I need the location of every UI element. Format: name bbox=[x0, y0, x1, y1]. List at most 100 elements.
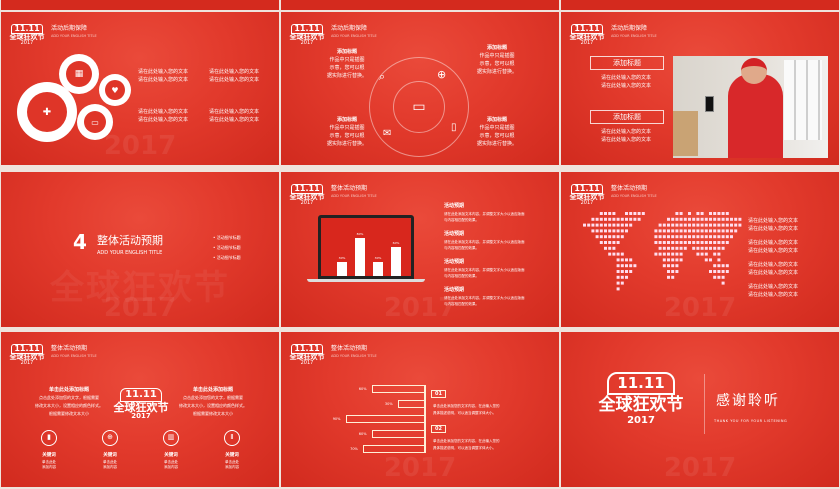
watermark-year: 2017 bbox=[663, 293, 737, 323]
bar: 30% bbox=[373, 256, 383, 276]
bar-chart: 30% 80% 30% 60% bbox=[333, 220, 401, 276]
center-logo: 11.11 全球狂欢节 2017 bbox=[113, 388, 169, 420]
keyword-block: 关键词 单击此处 添加内容 bbox=[164, 453, 178, 469]
text-list: 请在此处输入您的文本 请在此处输入您的文本 请在此处输入您的文本 请在此处输入您的文… bbox=[748, 218, 799, 298]
phone-icon: ▯ bbox=[451, 122, 457, 133]
slide-thumbnail-4[interactable]: 全球狂欢节 2017 4 整体活动预期 ADD YOUR ENGLISH TIT… bbox=[1, 172, 279, 327]
slide-thumbnail-2[interactable]: 11.11 全球狂欢节 2017 活动后期保障 ADD YOUR ENGLISH TI… bbox=[281, 12, 559, 165]
target-icon: ⊕ bbox=[102, 430, 118, 446]
previous-slide-strip bbox=[561, 0, 839, 10]
section-subtitle: ADD YOUR ENGLISH TITLE bbox=[97, 250, 163, 256]
logo: 11.11 全球狂欢节 2017 bbox=[289, 24, 325, 46]
bar: 80% bbox=[355, 232, 365, 276]
previous-slide-strip bbox=[281, 0, 559, 10]
logo: 11.11 全球狂欢节 2017 bbox=[289, 344, 325, 366]
logo: 11.11 全球狂欢节 2017 bbox=[569, 184, 605, 206]
bar: 60% bbox=[391, 241, 401, 276]
title-box: 添加标题 bbox=[590, 110, 664, 124]
slide-thumbnail-6[interactable]: 2017 11.11 全球狂欢节 2017 整体活动预期 ADD YOUR ENGLI… bbox=[561, 172, 839, 327]
text-block: 请在此处输入您的文本 请在此处输入您的文本 bbox=[138, 69, 189, 83]
watermark-name: 全球狂欢节 bbox=[50, 268, 230, 308]
watermark-year: 2017 bbox=[383, 293, 457, 323]
gear: ▦ bbox=[59, 54, 99, 94]
toolbox-icon: ▭ bbox=[84, 111, 106, 133]
text-block: 单击此处添加您的文字内容，在此输入您的 具体描述说明，可以适当调整字体大小。 bbox=[433, 439, 500, 450]
watermark-year: 2017 bbox=[103, 131, 177, 161]
slide-header: 活动后期保障 ADD YOUR ENGLISH TITLE bbox=[51, 25, 97, 38]
text-block: 添加标题 作品中只是插图 示意，您可以根 据实际进行替换。 bbox=[477, 117, 518, 147]
section-title: 整体活动预期 bbox=[97, 234, 163, 247]
slide-thumbnail-3[interactable]: 11.11 全球狂欢节 2017 活动后期保障 ADD YOUR ENGLISH TI… bbox=[561, 12, 839, 165]
section-number: 4 bbox=[73, 230, 87, 254]
tag-02: 02 bbox=[431, 425, 446, 433]
bar-label: 60% bbox=[392, 241, 400, 246]
slide-header: 整体活动预期 ADD YOUR ENGLISH TITLE bbox=[611, 185, 657, 198]
text-block: 添加标题 作品中只是插图 示意，您可以根 据实际进行替换。 bbox=[477, 45, 518, 75]
logo: 11.11 全球狂欢节 2017 bbox=[569, 24, 605, 46]
text-block: 请在此处输入您的文本 请在此处输入您的文本 bbox=[209, 69, 260, 83]
slide-header: 活动后期保障 ADD YOUR ENGLISH TITLE bbox=[611, 25, 657, 38]
calendar-icon: ▥ bbox=[163, 430, 179, 446]
slide-thumbnail-7[interactable]: 11.11 全球狂欢节 2017 整体活动预期 ADD YOUR ENGLISH TI… bbox=[1, 332, 279, 487]
text-block: 请在此处输入您的文本 请在此处输入您的文本 bbox=[601, 129, 652, 143]
hbar-label: 30% bbox=[384, 402, 393, 406]
divider bbox=[704, 374, 705, 434]
circular-diagram bbox=[369, 57, 469, 157]
keyword-block: 关键词 单击此处 添加内容 bbox=[103, 453, 117, 469]
slide-thumbnail-5[interactable]: 2017 11.11 全球狂欢节 2017 整体活动预期 ADD YOUR ENGLI… bbox=[281, 172, 559, 327]
tag-01: 01 bbox=[431, 390, 446, 398]
hbar-label: 90% bbox=[332, 417, 341, 421]
bar-label: 80% bbox=[356, 231, 364, 236]
keyword-block: 关键词 单击此处 添加内容 bbox=[42, 453, 56, 469]
delivery-man-photo bbox=[673, 56, 828, 158]
mail-icon: ✉ bbox=[383, 128, 392, 139]
laptop-base bbox=[307, 279, 425, 282]
chart-icon: ▮ bbox=[41, 430, 57, 446]
axis-line bbox=[424, 385, 426, 453]
hbar: 90% bbox=[333, 415, 424, 423]
main-logo: 11.11 全球狂欢节 2017 bbox=[598, 372, 684, 426]
keyword-block: 关键词 单击此处 添加内容 bbox=[225, 453, 239, 469]
logo: 11.11 全球狂欢节 2017 bbox=[289, 184, 325, 206]
slide-header: 整体活动预期 ADD YOUR ENGLISH TITLE bbox=[331, 185, 377, 198]
hbar: 60% bbox=[359, 385, 424, 393]
slide-thumbnail-9[interactable]: 2017 11.11 全球狂欢节 2017 感谢聆听 THANK YOU FOR Y… bbox=[561, 332, 839, 487]
logo: 11.11 全球狂欢节 2017 bbox=[9, 24, 45, 46]
plus-icon: ✚ bbox=[27, 92, 67, 132]
slide-header: 整体活动预期 ADD YOUR ENGLISH TITLE bbox=[331, 345, 377, 358]
search-icon: ⌕ bbox=[379, 70, 386, 83]
watermark-year: 2017 bbox=[663, 453, 737, 483]
bullet-list: • 活动细节标题 • 活动细节标题 • 活动细节标题 bbox=[213, 235, 241, 260]
text-item: 活动预期 请在此处添加文本内容，并调整文字大小以适应版面 与内容相匹配的效果。 bbox=[444, 259, 525, 278]
thanks-subtitle: THANK YOU FOR YOUR LISTENING bbox=[714, 419, 788, 423]
text-block: 单击此处添加标题 点击此处添加您的文字，根据需要 修改文本大小，设置相应的颜色样式。… bbox=[179, 387, 247, 416]
text-block: 请在此处输入您的文本 请在此处输入您的文本 bbox=[138, 109, 189, 123]
heart-icon: ♥ bbox=[105, 80, 125, 100]
hbar-label: 60% bbox=[358, 432, 367, 436]
bar-label: 30% bbox=[374, 255, 382, 260]
slide-header: 活动后期保障 ADD YOUR ENGLISH TITLE bbox=[331, 25, 377, 38]
bar: 30% bbox=[337, 256, 347, 276]
watermark-year: 2017 bbox=[103, 293, 177, 323]
hbar-label: 60% bbox=[358, 387, 367, 391]
text-block: 请在此处输入您的文本 请在此处输入您的文本 bbox=[601, 75, 652, 89]
gear: ▭ bbox=[77, 104, 113, 140]
horizontal-bar-chart: 60% 30% 90% 60% 70% bbox=[281, 332, 559, 487]
pause-icon: Ⅱ bbox=[224, 430, 240, 446]
text-block: 添加标题 作品中只是插图 示意，您可以根 据实际进行替换。 bbox=[327, 49, 368, 79]
gear-large: ✚ bbox=[17, 82, 77, 142]
dotted-world-map bbox=[583, 212, 742, 291]
slide-header: 整体活动预期 ADD YOUR ENGLISH TITLE bbox=[51, 345, 97, 358]
hbar-label: 70% bbox=[350, 447, 358, 451]
slide-thumbnail-8[interactable]: 2017 11.11 全球狂欢节 2017 整体活动预期 ADD YOUR ENGLI… bbox=[281, 332, 559, 487]
text-block: 添加标题 作品中只是插图 示意，您可以根 据实际进行替换。 bbox=[327, 117, 368, 147]
globe-icon: ⊕ bbox=[437, 68, 447, 81]
hbar: 30% bbox=[385, 400, 424, 408]
text-block: 单击此处添加您的文字内容，在此输入您的 具体描述说明，可以适当调整字体大小。 bbox=[433, 404, 500, 415]
gift-icon: ▦ bbox=[66, 61, 92, 87]
slide-thumbnail-1[interactable]: 2017 11.11 全球狂欢节 2017 活动后期保障 ADD YOUR ENGLI… bbox=[1, 12, 279, 165]
text-block: 请在此处输入您的文本 请在此处输入您的文本 bbox=[209, 109, 260, 123]
laptop-screen: 30% 80% 30% 60% bbox=[318, 215, 414, 279]
text-item: 活动预期 请在此处添加文本内容，并调整文字大小以适应版面 与内容相匹配的效果。 bbox=[444, 203, 525, 222]
logo: 11.11 全球狂欢节 2017 bbox=[9, 344, 45, 366]
